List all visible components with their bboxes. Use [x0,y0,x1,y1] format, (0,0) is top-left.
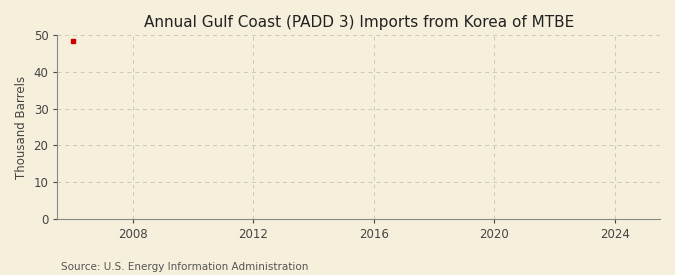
Title: Annual Gulf Coast (PADD 3) Imports from Korea of MTBE: Annual Gulf Coast (PADD 3) Imports from … [144,15,574,30]
Y-axis label: Thousand Barrels: Thousand Barrels [15,75,28,178]
Text: Source: U.S. Energy Information Administration: Source: U.S. Energy Information Administ… [61,262,308,272]
